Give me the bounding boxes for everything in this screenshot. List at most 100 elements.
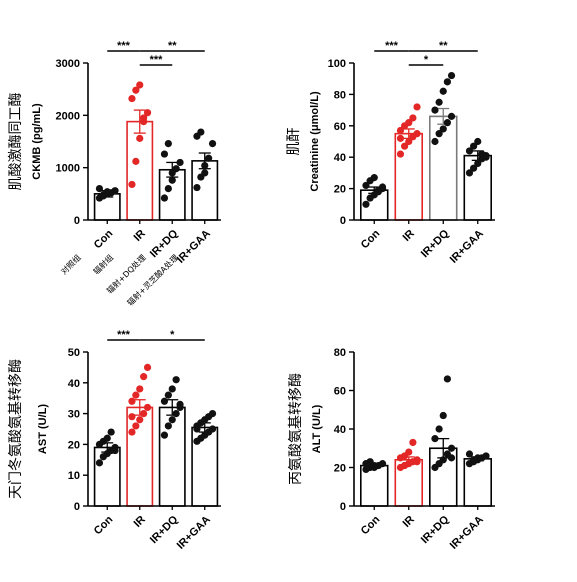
data-point xyxy=(164,391,172,399)
y-axis-label: Creatinine (μmol/L) xyxy=(309,91,321,192)
data-point xyxy=(435,98,443,106)
x-tick-label-Con: Con xyxy=(359,513,383,537)
y-tick-label: 1000 xyxy=(56,163,80,175)
bar-IR xyxy=(394,132,424,221)
data-point xyxy=(431,106,439,114)
y-tick-label: 40 xyxy=(68,378,80,390)
data-point xyxy=(136,416,144,424)
significance-label: ** xyxy=(168,40,177,52)
data-point xyxy=(160,194,169,202)
x-tick-label-IR+GAA: IR+GAA xyxy=(448,228,486,266)
data-point xyxy=(132,391,140,399)
data-point xyxy=(168,169,176,177)
data-point xyxy=(482,452,490,460)
data-point xyxy=(168,416,176,424)
y-tick-label: 40 xyxy=(334,152,346,164)
data-point xyxy=(95,459,104,467)
data-point xyxy=(111,187,119,195)
data-point xyxy=(128,397,136,405)
data-point xyxy=(143,109,152,117)
data-point xyxy=(443,119,451,127)
data-point xyxy=(128,428,136,436)
y-tick-label: 0 xyxy=(74,501,80,513)
y-tick-label: 2000 xyxy=(56,110,80,122)
data-point xyxy=(172,410,180,418)
data-point xyxy=(176,158,184,167)
data-point xyxy=(447,71,456,80)
data-point xyxy=(401,142,409,150)
data-point xyxy=(176,400,184,408)
data-point xyxy=(132,157,140,165)
data-point xyxy=(396,150,405,158)
data-point xyxy=(197,128,205,136)
data-point xyxy=(201,169,209,177)
data-point xyxy=(439,125,447,133)
chart-panel-3: 0 20 40 60 80 ALT (U/L) 丙氨酸氨基转移酶 Con IR IR+DQIR+G… xyxy=(287,347,495,552)
y-axis-label: ALT (U/L) xyxy=(311,404,323,453)
data-point xyxy=(168,176,176,184)
data-point xyxy=(465,450,474,458)
data-point xyxy=(136,81,144,89)
data-point xyxy=(443,78,451,86)
significance-label: *** xyxy=(117,329,131,341)
x-tick-label-IR+DQ: IR+DQ xyxy=(419,513,452,546)
data-point xyxy=(439,456,447,464)
x-tick-label-IR+GAA: IR+GAA xyxy=(175,514,213,552)
y-tick-label: 60 xyxy=(334,121,346,133)
data-point xyxy=(405,119,413,127)
y-tick-label: 100 xyxy=(328,58,346,70)
x-tick-label-IR+GAA: IR+GAA xyxy=(175,228,213,266)
data-point xyxy=(111,446,119,455)
data-point xyxy=(370,174,378,182)
data-point xyxy=(128,413,136,421)
data-point xyxy=(164,422,172,430)
chart-panel-0: 0 1000 2000 3000 CKMB (pg/mL) 肌酸激酶同工酶 Con 对照组 IR… xyxy=(7,40,221,308)
x-tick-label-IR+GAA: IR+GAA xyxy=(448,514,486,552)
data-point xyxy=(413,103,421,111)
data-point xyxy=(474,454,482,462)
data-point xyxy=(164,139,172,148)
data-point xyxy=(140,373,148,381)
data-point xyxy=(103,188,111,196)
y-tick-label: 0 xyxy=(74,215,80,227)
data-point xyxy=(435,130,443,138)
data-point xyxy=(201,161,209,170)
data-point xyxy=(128,94,136,103)
y-axis-label-cn: 肌酸激酶同工酶 xyxy=(7,93,24,191)
data-point xyxy=(470,142,478,150)
data-point xyxy=(378,183,387,191)
data-point xyxy=(378,460,387,468)
data-point xyxy=(431,435,439,443)
x-tick-label-IR: IR xyxy=(401,228,417,244)
x-tick-label-cn: 对照组 xyxy=(59,252,83,276)
data-point xyxy=(193,183,201,192)
data-point xyxy=(474,137,482,146)
data-point xyxy=(362,200,370,208)
x-tick-label-Con: Con xyxy=(92,513,116,537)
data-point xyxy=(193,425,201,433)
data-point xyxy=(443,375,451,383)
data-point xyxy=(128,180,136,189)
data-point xyxy=(208,425,217,433)
y-tick-label: 40 xyxy=(334,424,346,436)
x-tick-label-IR: IR xyxy=(401,514,417,530)
y-axis-label-cn: 天门冬氨酸氨基转移酶 xyxy=(7,359,24,499)
data-point xyxy=(208,410,217,418)
data-point xyxy=(409,114,417,122)
y-axis-label-cn: 丙氨酸氨基转移酶 xyxy=(287,373,304,485)
data-point xyxy=(140,410,148,418)
bar-IR xyxy=(126,406,154,507)
significance-label: *** xyxy=(385,40,399,52)
data-point xyxy=(482,153,490,161)
data-point xyxy=(136,385,144,393)
data-point xyxy=(205,154,213,162)
data-point xyxy=(439,87,447,95)
y-tick-label: 80 xyxy=(334,347,346,359)
y-tick-label: 60 xyxy=(334,386,346,398)
data-point xyxy=(143,403,152,412)
data-point xyxy=(95,185,104,193)
data-point xyxy=(370,463,378,472)
data-point xyxy=(160,150,169,158)
x-tick-label-IR: IR xyxy=(132,228,148,244)
